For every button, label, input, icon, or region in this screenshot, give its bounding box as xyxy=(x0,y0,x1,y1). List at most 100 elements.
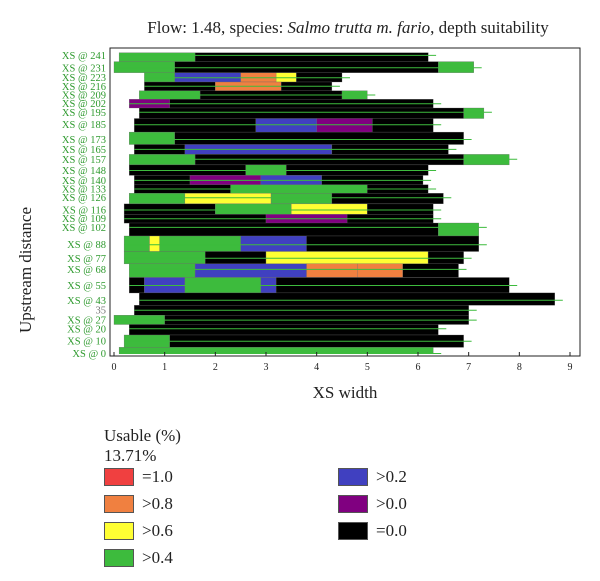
legend-item: >0.8 xyxy=(104,494,173,514)
bar-segment-88-2 xyxy=(159,235,241,252)
bar-segment-185-3 xyxy=(372,118,434,133)
y-tick-label: XS @ 140 xyxy=(62,176,106,187)
legend-label: >0.2 xyxy=(376,467,407,486)
y-tick-label: XS @ 126 xyxy=(62,193,106,204)
y-tick-label: XS @ 165 xyxy=(62,145,106,156)
y-tick-label: XS @ 241 xyxy=(62,51,106,62)
bar-segment-173-1 xyxy=(174,131,464,145)
legend-swatch xyxy=(338,495,368,513)
y-tick-label: XS @ 116 xyxy=(62,206,106,217)
bar-segment-88-3 xyxy=(240,235,307,252)
bar-segment-68-0 xyxy=(129,263,196,278)
bars-layer xyxy=(113,52,563,354)
legend-swatch xyxy=(104,522,134,540)
bar-segment-102-0 xyxy=(129,222,439,237)
y-tick-label: XS @ 133 xyxy=(62,185,106,196)
y-tick-label: 35 xyxy=(96,306,107,317)
bar-segment-173-0 xyxy=(129,131,175,145)
x-axis-title: XS width xyxy=(312,383,378,402)
y-tick-label: XS @ 185 xyxy=(62,120,106,131)
legend-item: >0.4 xyxy=(104,548,173,568)
bar-segment-43-0 xyxy=(139,292,555,306)
y-tick-label: XS @ 109 xyxy=(62,214,106,225)
title-suffix: , depth suitability xyxy=(430,18,549,37)
legend-swatch xyxy=(338,468,368,486)
y-tick-label: XS @ 0 xyxy=(72,349,106,360)
legend-label: =1.0 xyxy=(142,467,173,486)
legend-title: Usable (%) xyxy=(104,426,181,445)
x-tick-label: 6 xyxy=(416,362,421,373)
y-tick-label: XS @ 173 xyxy=(62,135,106,146)
legend-label: =0.0 xyxy=(376,521,407,540)
legend-item: =1.0 xyxy=(104,467,173,487)
bar-segment-88-1 xyxy=(149,235,160,252)
bar-segment-241-1 xyxy=(194,52,429,62)
bar-segment-185-2 xyxy=(316,118,373,133)
y-tick-label: XS @ 27 xyxy=(67,316,106,327)
bar-segment-231-2 xyxy=(438,61,474,73)
bar-segment-88-0 xyxy=(123,235,150,252)
y-tick-label: XS @ 20 xyxy=(67,324,106,335)
y-tick-label: XS @ 10 xyxy=(67,337,106,348)
x-tick-label: 9 xyxy=(568,362,573,373)
legend-item: >0.6 xyxy=(104,521,173,541)
x-tick-label: 8 xyxy=(517,362,522,373)
legend-item: =0.0 xyxy=(338,521,407,541)
legend-item: >0.2 xyxy=(338,467,407,487)
bar-segment-231-0 xyxy=(113,61,175,73)
y-tick-label: XS @ 43 xyxy=(67,296,106,307)
legend-swatch xyxy=(104,468,134,486)
bar-segment-185-0 xyxy=(134,118,257,133)
bar-segment-68-4 xyxy=(402,263,459,278)
x-tick-label: 2 xyxy=(213,362,218,373)
bar-segment-126-1 xyxy=(184,193,272,204)
y-tick-label: XS @ 202 xyxy=(62,99,106,110)
bar-segment-241-0 xyxy=(118,52,196,62)
y-tick-label: XS @ 88 xyxy=(67,240,106,251)
bar-segment-68-1 xyxy=(194,263,307,278)
bar-segment-77-1 xyxy=(205,251,267,265)
x-tick-label: 7 xyxy=(466,362,471,373)
legend-swatch xyxy=(104,549,134,567)
bar-segment-116-2 xyxy=(291,203,368,215)
bar-segment-126-0 xyxy=(129,193,186,204)
bar-segment-185-1 xyxy=(255,118,317,133)
y-tick-label: XS @ 216 xyxy=(62,82,106,93)
title-species: Salmo trutta m. fario xyxy=(287,18,431,37)
legend-label: >0.6 xyxy=(142,521,173,540)
legend-swatch xyxy=(104,495,134,513)
x-tick-label: 5 xyxy=(365,362,370,373)
title-prefix: Flow: 1.48, species: xyxy=(147,18,288,37)
bar-segment-102-1 xyxy=(438,222,479,237)
bar-segment-77-0 xyxy=(123,251,206,265)
legend-label: >0.4 xyxy=(142,548,173,567)
y-tick-label: XS @ 223 xyxy=(62,73,106,84)
y-tick-label: XS @ 157 xyxy=(62,155,106,166)
bar-segment-126-2 xyxy=(270,193,333,204)
y-tick-label: XS @ 195 xyxy=(62,108,106,119)
x-tick-label: 1 xyxy=(162,362,167,373)
bar-segment-68-2 xyxy=(306,263,358,278)
legend-label: >0.8 xyxy=(142,494,173,513)
x-tick-label: 0 xyxy=(112,362,117,373)
y-tick-label: XS @ 77 xyxy=(67,254,106,265)
bar-segment-0-0 xyxy=(118,347,434,354)
legend-swatch xyxy=(338,522,368,540)
bar-segment-231-1 xyxy=(174,61,439,73)
bar-segment-195-1 xyxy=(463,107,485,119)
usable-percent: 13.71% xyxy=(104,446,157,465)
bar-segment-116-0 xyxy=(123,203,216,215)
y-tick-label: XS @ 209 xyxy=(62,91,106,102)
y-tick-label: XS @ 55 xyxy=(67,281,106,292)
x-tick-labels: 0 1 2 3 4 5 6 7 8 9 xyxy=(112,352,573,373)
y-axis-title: Upstream distance xyxy=(16,206,35,334)
legend-label: >0.0 xyxy=(376,494,407,513)
y-tick-label: XS @ 102 xyxy=(62,223,106,234)
bar-segment-88-4 xyxy=(306,235,479,252)
bar-segment-195-0 xyxy=(139,107,464,119)
y-tick-label: XS @ 148 xyxy=(62,166,106,177)
bar-segment-77-3 xyxy=(427,251,464,265)
bar-segment-68-3 xyxy=(357,263,403,278)
